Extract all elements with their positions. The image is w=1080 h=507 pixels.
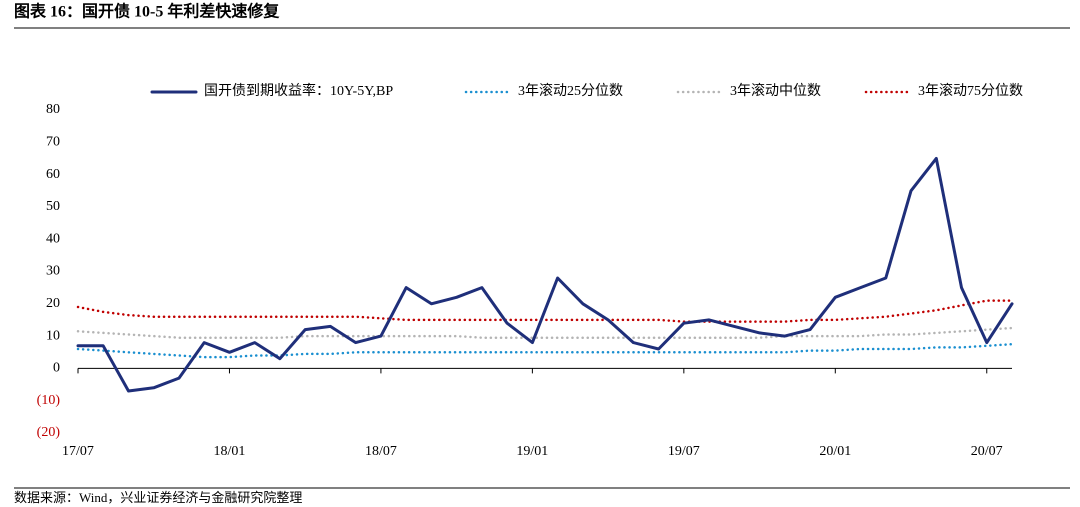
x-tick-label: 20/01 <box>819 444 851 459</box>
legend-label: 3年滚动中位数 <box>730 82 821 99</box>
x-tick-label: 18/01 <box>214 444 246 459</box>
legend-label: 3年滚动75分位数 <box>918 82 1023 99</box>
series-line <box>76 342 1014 359</box>
source-note: 数据来源：Wind，兴业证券经济与金融研究院整理 <box>14 490 302 505</box>
x-tick-label: 19/07 <box>668 444 700 459</box>
series-line <box>76 299 1014 323</box>
y-tick-label: 80 <box>46 102 60 117</box>
series-line <box>76 156 1014 393</box>
x-tick-label: 20/07 <box>971 444 1003 459</box>
legend-label: 3年滚动25分位数 <box>518 82 623 99</box>
y-tick-label: 60 <box>46 167 60 182</box>
series-line <box>76 326 1014 339</box>
y-tick-label: 20 <box>46 296 60 311</box>
y-tick-label: 0 <box>53 361 60 376</box>
legend-label: 国开债到期收益率：10Y-5Y,BP <box>204 82 393 99</box>
y-tick-label: 70 <box>46 135 60 150</box>
y-tick-label: 10 <box>46 328 60 343</box>
x-tick-label: 18/07 <box>365 444 397 459</box>
x-tick-label: 17/07 <box>62 444 94 459</box>
y-tick-label: 40 <box>46 231 60 246</box>
y-tick-label: (20) <box>37 425 61 440</box>
page-title: 图表 16：国开债 10-5 年利差快速修复 <box>14 2 280 21</box>
y-tick-label: (10) <box>37 393 61 408</box>
x-tick-label: 19/01 <box>516 444 548 459</box>
y-tick-label: 50 <box>46 199 60 214</box>
y-tick-label: 30 <box>46 264 60 279</box>
